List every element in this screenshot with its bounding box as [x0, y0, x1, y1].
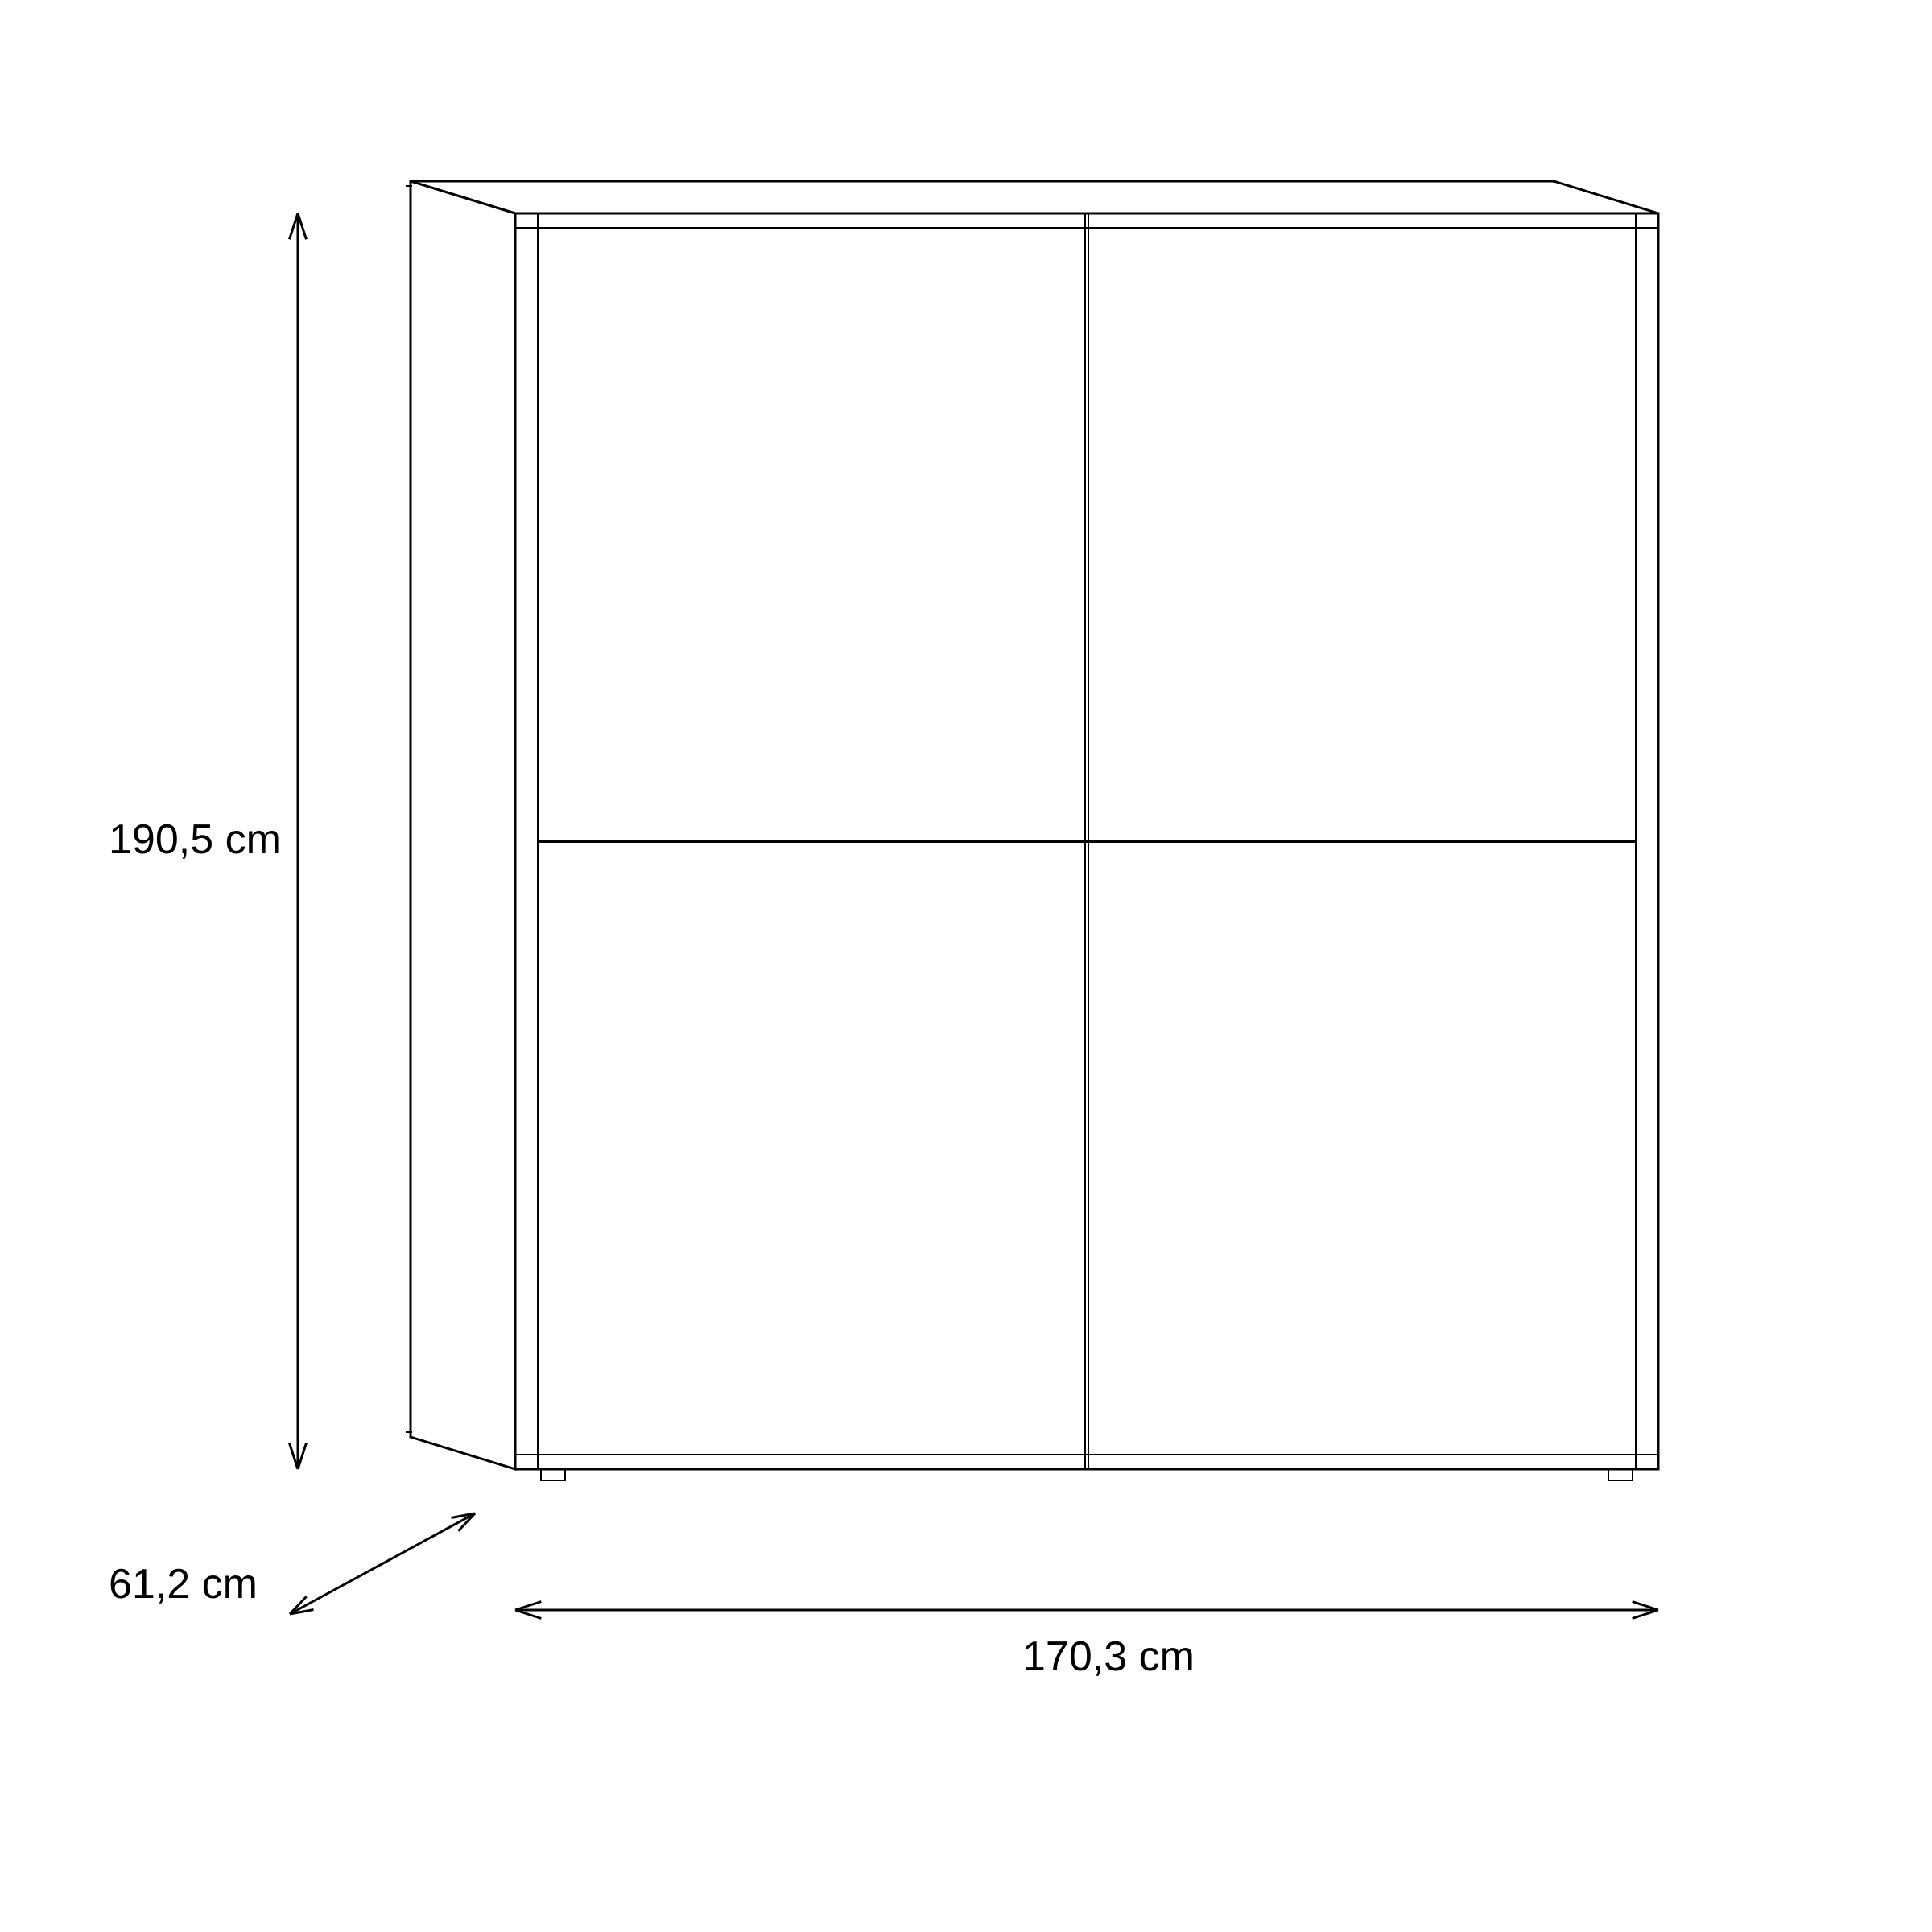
height-label: 190,5 cm: [109, 816, 281, 863]
width-label: 170,3 cm: [1022, 1633, 1195, 1680]
dimension-diagram: 190,5 cm 170,3 cm 61,2 cm: [0, 0, 1932, 1932]
wardrobe-drawing: [406, 181, 1658, 1480]
dimension-height: 190,5 cm: [109, 213, 307, 1469]
dimension-depth: 61,2 cm: [109, 1513, 475, 1614]
depth-label: 61,2 cm: [109, 1561, 258, 1608]
dimension-width: 170,3 cm: [515, 1601, 1658, 1680]
